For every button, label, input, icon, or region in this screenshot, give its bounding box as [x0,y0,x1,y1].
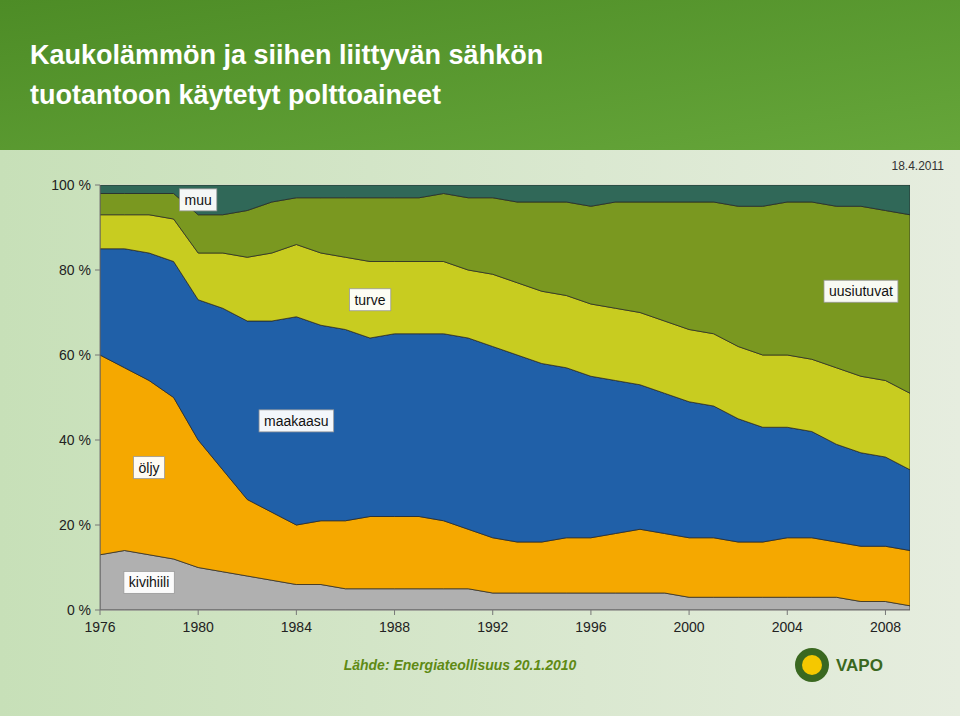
x-tick-label: 1996 [575,619,606,635]
series-label-box [180,189,217,211]
x-tick-label: 1988 [379,619,410,635]
series-label-box [349,289,390,311]
x-tick [787,610,788,615]
y-tick-label: 60 % [59,347,91,363]
x-tick [198,610,199,615]
series-label-box [259,410,334,432]
series-label-text: öljy [139,460,160,476]
y-tick [95,440,100,441]
title: Kaukolämmön ja siihen liittyvän sähkön [30,40,543,70]
y-tick [95,185,100,186]
y-tick [95,610,100,611]
y-tick [95,355,100,356]
x-tick-label: 1984 [281,619,312,635]
y-tick-label: 80 % [59,262,91,278]
areas [100,185,910,610]
x-tick [492,610,493,615]
series-label-text: kivihiili [129,574,169,590]
area [100,194,910,394]
series-label-text: muu [185,192,212,208]
x-tick-label: 2000 [674,619,705,635]
series-label-box [134,457,165,479]
date: 18.4.2011 [892,159,945,173]
x-tick-label: 1992 [477,619,508,635]
series-label-text: turve [354,292,385,308]
series-label: turve [349,289,390,311]
grid-line [100,610,910,611]
x-tick-label: 1976 [84,619,115,635]
plot-area [100,185,910,610]
x-tick [689,610,690,615]
logo [795,648,829,682]
y-tick-label: 20 % [59,517,91,533]
series-label: kivihiili [124,571,174,593]
x-axis [100,610,910,611]
series-label-box [124,571,174,593]
y-tick-label: 100 % [51,177,91,193]
x-tick-label: 2004 [772,619,803,635]
background [0,0,960,716]
x-tick-label: 2008 [870,619,901,635]
series-labels: kivihiili öljy maakaasu turve uusiutuvat muu [124,189,898,594]
series-label: maakaasu [259,410,334,432]
x-tick [100,610,101,615]
y-tick-label: 0 % [67,602,91,618]
series-label-box [824,280,898,302]
x-tick-label: 1980 [183,619,214,635]
x-tick [590,610,591,615]
y-tick [95,270,100,271]
y-tick [95,525,100,526]
y-axis [100,185,101,610]
x-tick [296,610,297,615]
series-label: öljy [134,457,165,479]
logo [802,655,822,675]
source: Lähde: Energiateollisuus 20.1.2010 [344,657,577,673]
header [0,0,960,150]
logo-text: VAPO [836,656,883,675]
series-label-text: maakaasu [264,413,329,429]
area [100,185,910,215]
series-label: uusiutuvat [824,280,898,302]
x-tick [394,610,395,615]
series-label-text: uusiutuvat [829,283,893,299]
y-tick-label: 40 % [59,432,91,448]
subtitle: tuotantoon käytetyt polttoaineet [30,80,441,110]
x-tick [885,610,886,615]
series-label: muu [180,189,217,211]
